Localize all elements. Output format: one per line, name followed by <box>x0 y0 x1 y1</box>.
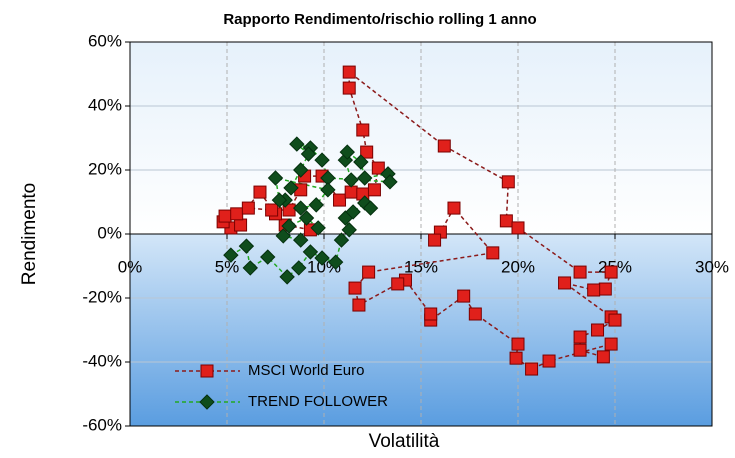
legend-marker <box>200 364 214 378</box>
point <box>391 277 405 291</box>
point <box>357 170 373 186</box>
point <box>345 204 361 220</box>
x-tick-label: 20% <box>501 257 535 276</box>
point <box>353 154 369 170</box>
point <box>596 350 610 364</box>
y-tick-label: 60% <box>88 31 122 50</box>
point <box>509 351 523 365</box>
point <box>362 265 376 279</box>
point <box>298 210 315 226</box>
point <box>320 182 336 198</box>
point <box>234 218 248 232</box>
point <box>291 260 307 276</box>
point <box>267 170 284 186</box>
point <box>300 146 317 162</box>
point <box>362 200 379 216</box>
point <box>310 220 326 236</box>
x-tick-label: 5% <box>215 257 240 276</box>
y-tick-label: 20% <box>88 159 122 178</box>
point <box>591 323 605 337</box>
legend-marker <box>199 394 215 410</box>
point <box>271 192 288 208</box>
point <box>342 65 356 79</box>
point <box>573 343 587 357</box>
point <box>511 221 525 235</box>
point <box>342 81 356 95</box>
point <box>468 307 482 321</box>
point <box>367 183 381 197</box>
point <box>573 265 587 279</box>
point <box>333 193 347 207</box>
point <box>558 276 572 290</box>
point <box>265 203 279 217</box>
point <box>289 136 305 152</box>
point <box>343 172 359 188</box>
point <box>348 281 362 295</box>
point <box>230 207 244 221</box>
x-axis-title: Volatilità <box>369 431 440 452</box>
point <box>371 161 385 175</box>
point <box>501 175 515 189</box>
point <box>218 209 232 223</box>
point <box>275 228 291 244</box>
y-tick-label: -20% <box>82 287 122 306</box>
point <box>241 201 255 215</box>
point <box>447 201 461 215</box>
point <box>608 313 622 327</box>
point <box>573 330 587 344</box>
point <box>293 232 309 248</box>
y-tick-label: 0% <box>97 223 122 242</box>
point <box>587 283 601 297</box>
point <box>238 238 255 254</box>
legend-label: TREND FOLLOWER <box>248 393 388 410</box>
y-tick-label: -60% <box>82 415 122 434</box>
chart-title: Rapporto Rendimento/rischio rolling 1 an… <box>223 11 536 28</box>
point <box>223 247 239 263</box>
point <box>457 289 471 303</box>
y-tick-label: -40% <box>82 351 122 370</box>
point <box>499 214 513 228</box>
point <box>253 185 267 199</box>
plot-border <box>129 41 713 427</box>
point <box>382 174 398 190</box>
point <box>542 354 556 368</box>
point <box>314 250 330 266</box>
y-tick-label: 40% <box>88 95 122 114</box>
point <box>511 337 525 351</box>
point <box>352 298 366 312</box>
point <box>360 145 374 159</box>
point <box>339 144 355 160</box>
point <box>293 200 309 216</box>
point <box>242 260 258 276</box>
point <box>260 249 276 265</box>
legend-label: MSCI World Euro <box>248 362 364 379</box>
point <box>486 246 500 260</box>
point <box>344 185 358 199</box>
point <box>341 222 357 238</box>
point <box>604 265 618 279</box>
point <box>428 233 442 247</box>
point <box>437 139 451 153</box>
point <box>356 123 370 137</box>
point <box>604 337 618 351</box>
y-axis-title: Rendimento <box>19 183 40 285</box>
point <box>283 180 299 196</box>
point <box>327 254 344 270</box>
point <box>424 307 438 321</box>
point <box>302 244 319 260</box>
point <box>333 232 350 248</box>
point <box>314 152 330 168</box>
point <box>279 269 295 285</box>
point <box>598 282 612 296</box>
point <box>308 197 324 213</box>
point <box>293 162 309 178</box>
point <box>525 362 539 376</box>
point <box>281 218 297 234</box>
